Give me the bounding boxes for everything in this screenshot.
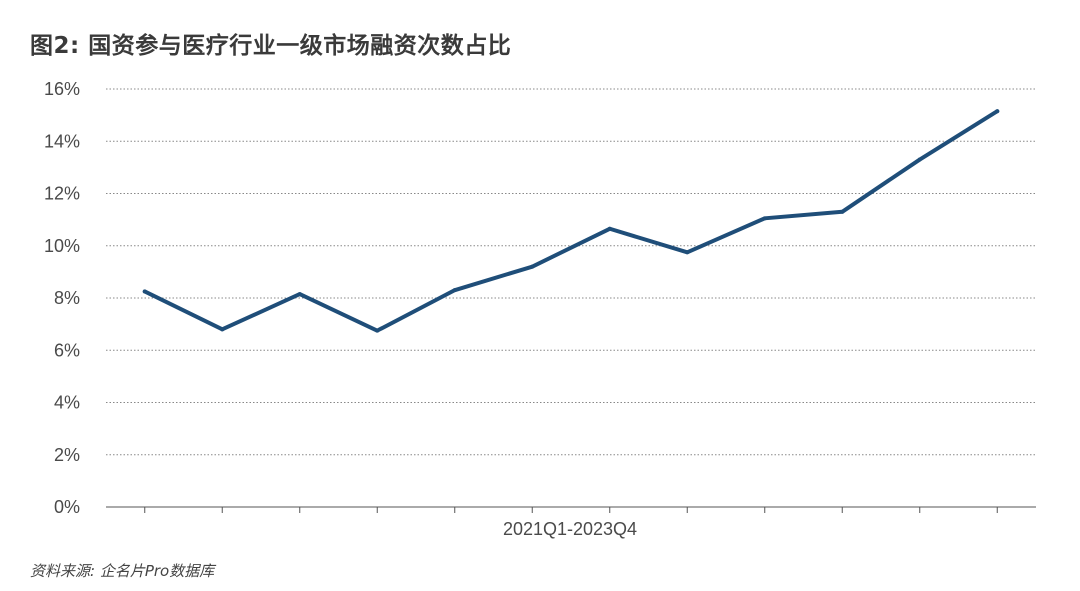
chart-title: 图2: 国资参与医疗行业一级市场融资次数占比 bbox=[30, 33, 512, 59]
y-tick-label: 8% bbox=[54, 288, 80, 308]
data-point bbox=[375, 328, 380, 333]
y-tick-label: 0% bbox=[54, 497, 80, 517]
data-point bbox=[840, 209, 845, 214]
grid-lines bbox=[106, 88, 1036, 456]
data-point bbox=[530, 264, 535, 269]
series-line bbox=[142, 109, 1000, 333]
x-axis-label: 2021Q1-2023Q4 bbox=[503, 519, 637, 539]
y-tick-label: 10% bbox=[44, 236, 80, 256]
data-point bbox=[917, 157, 922, 162]
data-point bbox=[762, 216, 767, 221]
data-point bbox=[452, 288, 457, 293]
data-point bbox=[995, 109, 1000, 114]
y-tick-label: 6% bbox=[54, 340, 80, 360]
data-point bbox=[607, 226, 612, 231]
y-tick-label: 2% bbox=[54, 445, 80, 465]
y-tick-label: 16% bbox=[44, 79, 80, 99]
source-note: 资料来源: 企名片Pro数据库 bbox=[30, 562, 215, 580]
data-point bbox=[220, 327, 225, 332]
y-tick-label: 14% bbox=[44, 131, 80, 151]
data-point bbox=[142, 289, 147, 294]
x-axis bbox=[106, 506, 1036, 513]
series-layer bbox=[142, 109, 1000, 333]
y-tick-label: 12% bbox=[44, 184, 80, 204]
data-point bbox=[685, 250, 690, 255]
data-point bbox=[297, 292, 302, 297]
y-tick-labels: 0% 2% 4% 6% 8% 10% 12% 14% 16% bbox=[44, 79, 80, 517]
y-tick-label: 4% bbox=[54, 393, 80, 413]
